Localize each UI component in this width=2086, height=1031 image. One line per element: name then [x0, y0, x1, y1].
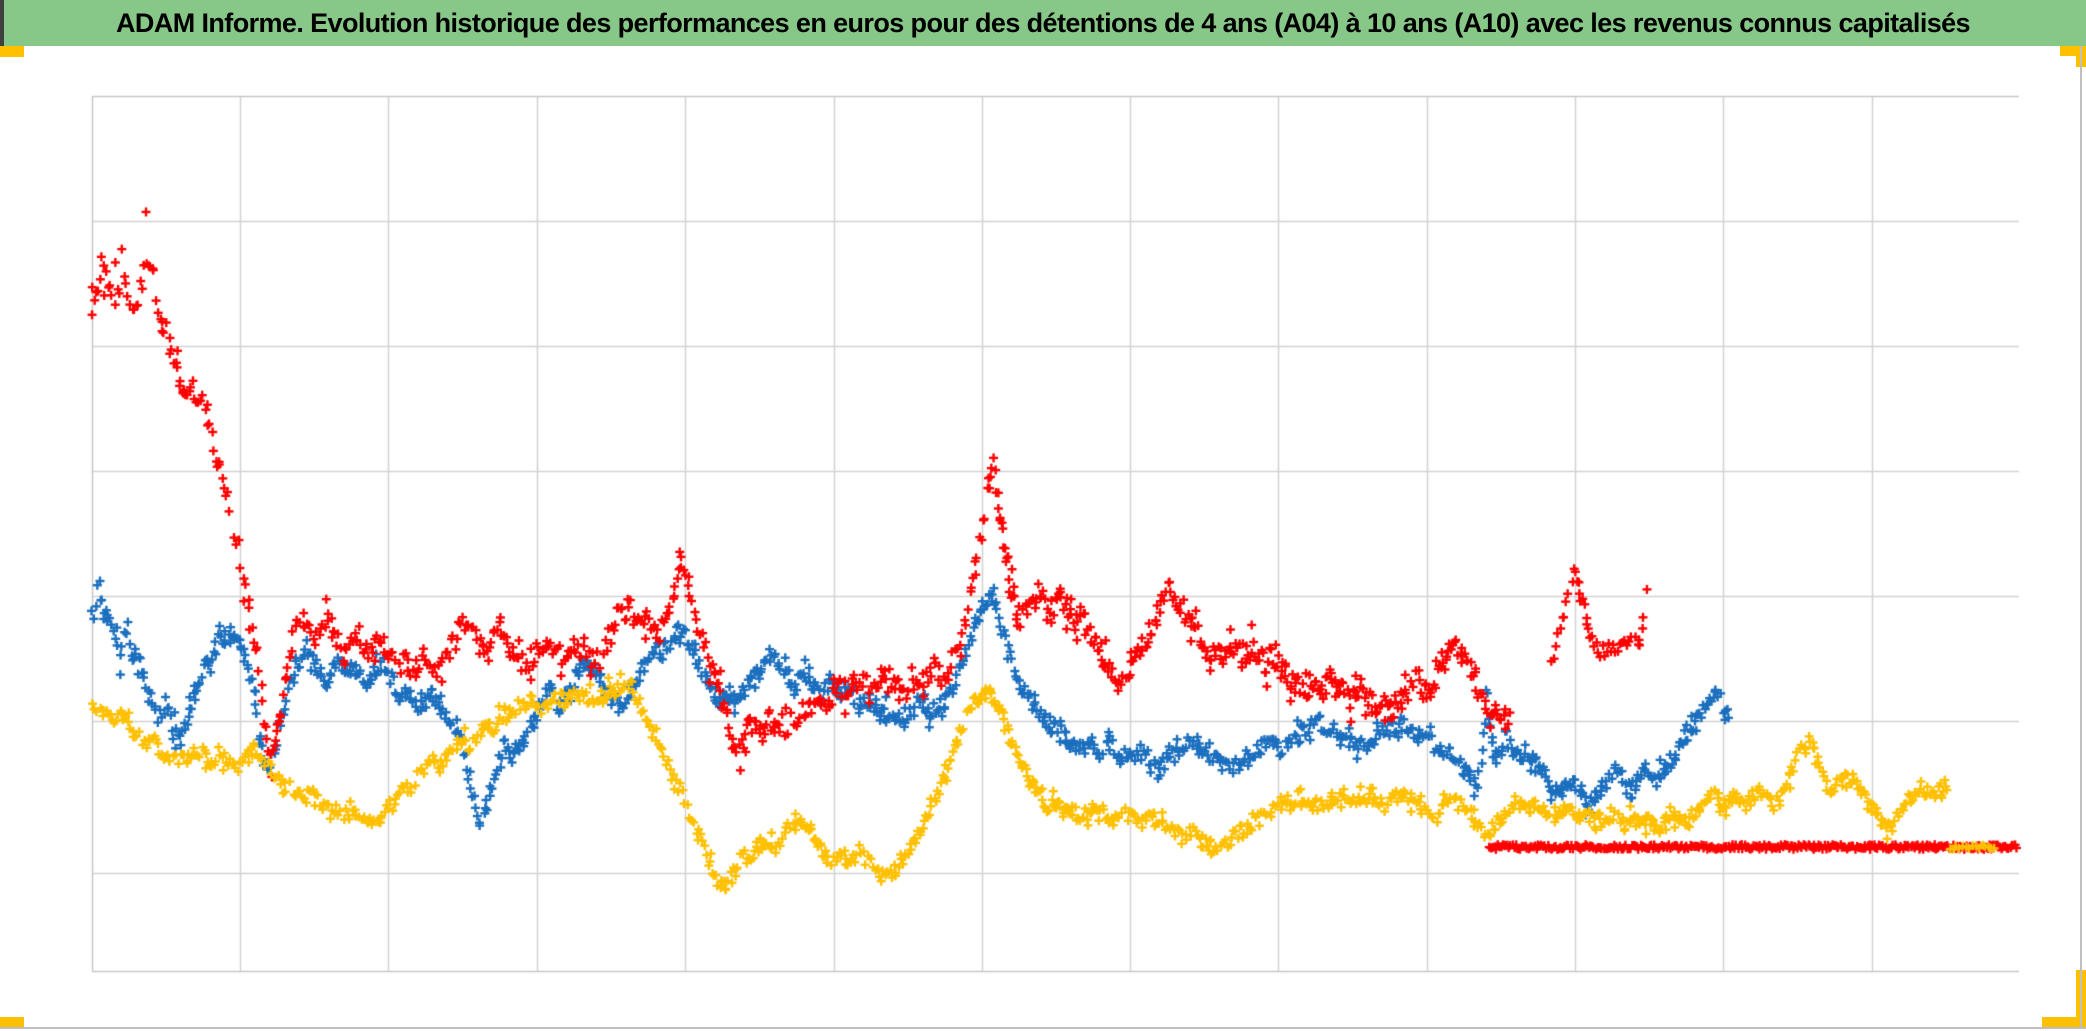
gold-accent-top-left — [0, 46, 24, 57]
title-bar-left-edge — [0, 0, 4, 46]
frame-line-bottom — [0, 1027, 2086, 1029]
gold-accent-top-right-horizontal — [2060, 46, 2086, 56]
frame-line-right — [2080, 46, 2082, 1028]
page-title: ADAM Informe. Evolution historique des p… — [116, 7, 1971, 38]
gold-accent-bottom-right-horizontal — [2042, 1017, 2086, 1028]
gold-accent-bottom-left — [0, 1017, 24, 1029]
title-bar: ADAM Informe. Evolution historique des p… — [0, 0, 2086, 46]
